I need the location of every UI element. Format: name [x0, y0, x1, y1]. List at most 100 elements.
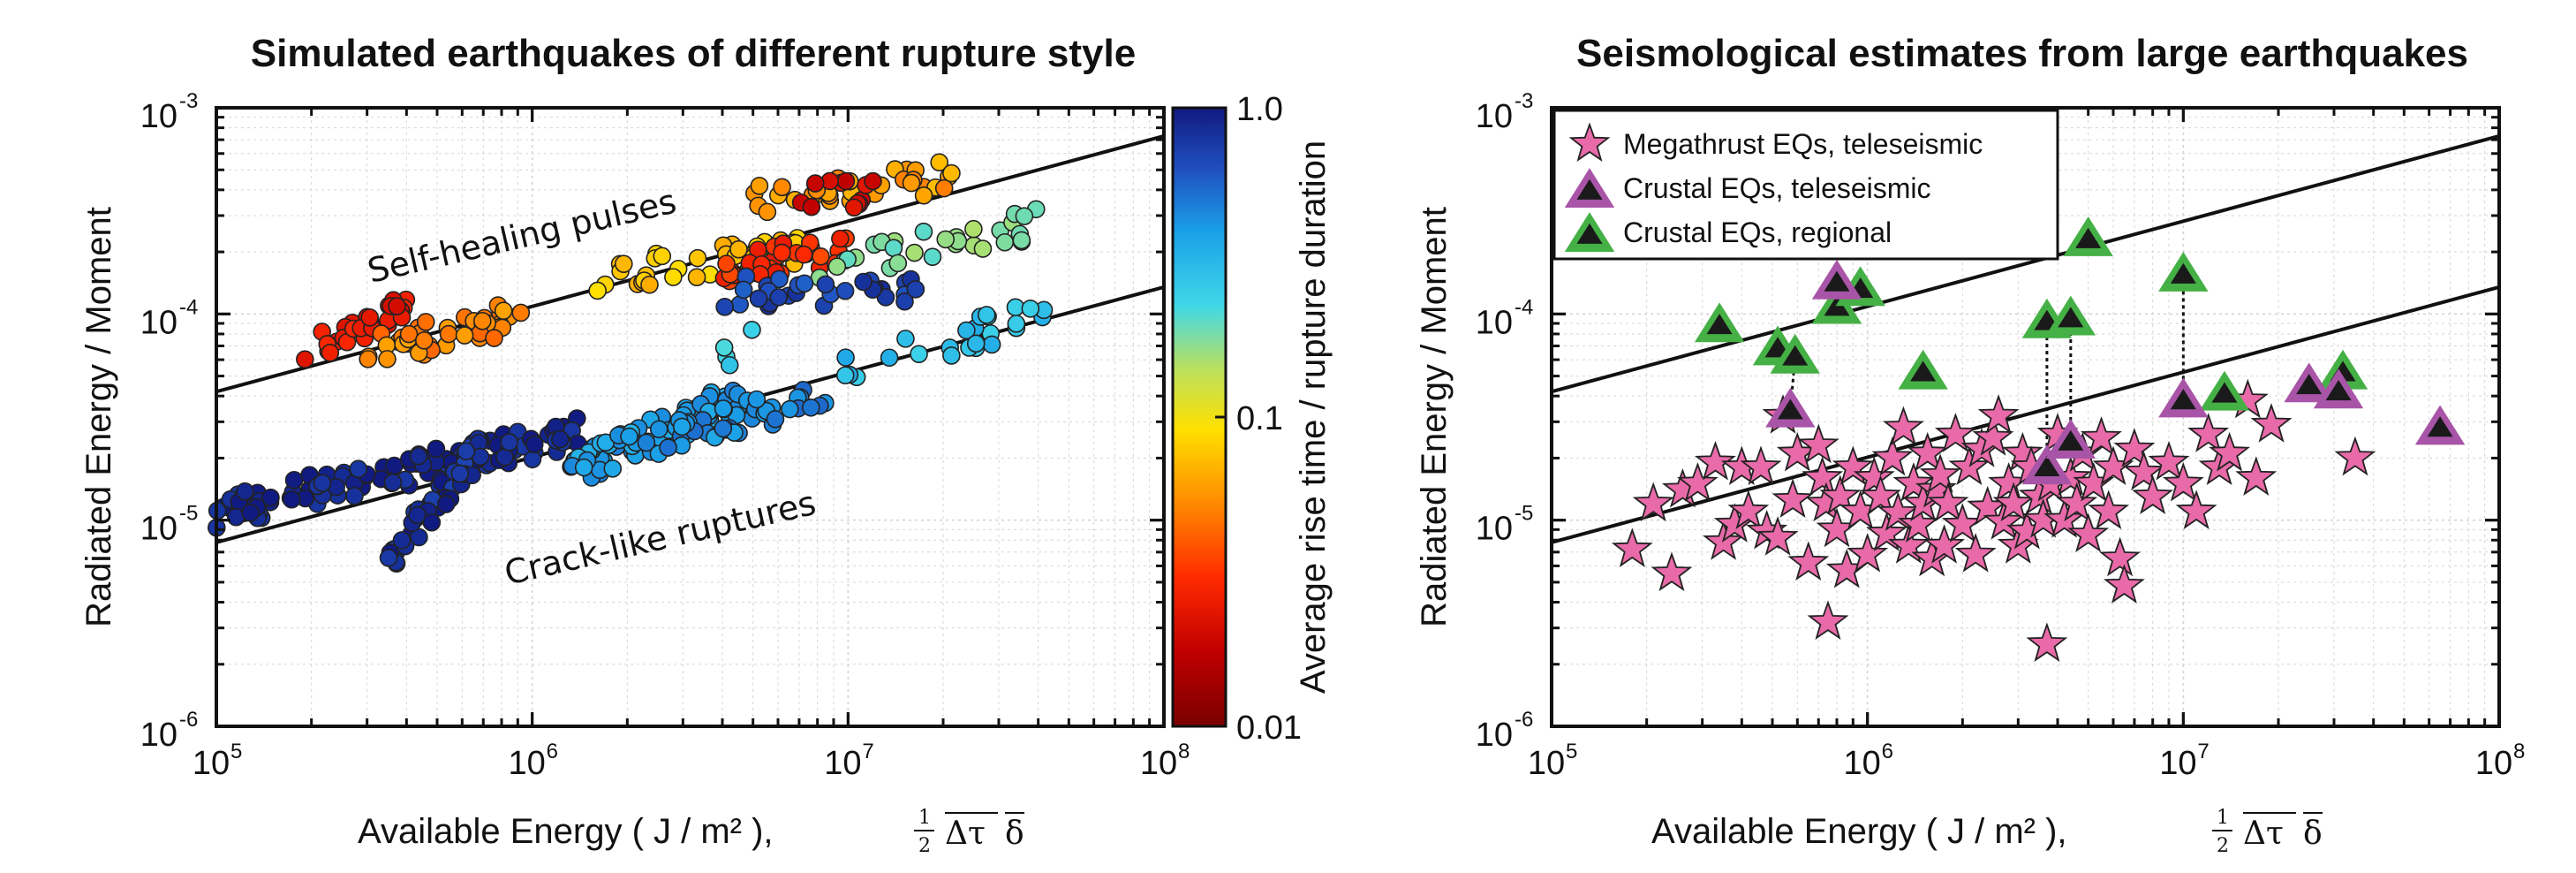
- chart1-y-tick-exponent: -5: [179, 502, 198, 526]
- simulation-point: [977, 306, 996, 324]
- chart1-y-tick-exponent: -6: [179, 708, 198, 732]
- simulation-point: [773, 243, 791, 262]
- megathrust-star: [1756, 516, 1799, 556]
- simulation-point: [457, 442, 476, 461]
- simulation-point: [494, 301, 513, 320]
- megathrust-star: [1923, 524, 1966, 564]
- megathrust-star: [2043, 498, 2086, 538]
- chart2-y-tick-label: 10: [1476, 98, 1513, 135]
- chart1-annotation-crack-like: Crack-like ruptures: [501, 483, 820, 593]
- simulation-point: [378, 350, 397, 368]
- megathrust-star: [1948, 445, 1991, 486]
- chart2-points: [1611, 216, 2466, 663]
- legend-box: [1552, 109, 2059, 261]
- simulation-point: [388, 297, 406, 315]
- simulation-point: [836, 348, 855, 367]
- chart2-x-tick-label: 10: [2475, 745, 2512, 782]
- chart1-x-tick-exponent: 7: [862, 740, 873, 763]
- chart1-y-tick-label: 10: [140, 304, 178, 341]
- chart1-y-axis-label: Radiated Energy / Moment: [79, 207, 118, 627]
- simulation-point: [995, 232, 1015, 252]
- crustal-teleseismic-triangle-inner: [2325, 380, 2352, 401]
- formula-half-numerator: 1: [2217, 807, 2229, 829]
- simulation-point: [450, 464, 470, 483]
- simulation-point: [472, 311, 492, 330]
- chart2-plot-frame: [1550, 106, 2501, 728]
- megathrust-star: [1771, 478, 1814, 519]
- megathrust-star: [1927, 482, 1969, 522]
- megathrust-star: [2334, 436, 2376, 476]
- formula-delta-tau: Δτ: [2243, 816, 2284, 852]
- megathrust-star: [1819, 474, 1862, 515]
- simulation-point: [574, 458, 593, 477]
- crustal-regional-triangle-inner: [2211, 382, 2238, 403]
- megathrust-star: [1727, 490, 1770, 529]
- legend-label: Megathrust EQs, teleseismic: [1623, 128, 1983, 160]
- simulation-point: [812, 247, 830, 266]
- megathrust-star: [1832, 445, 1874, 486]
- simulation-point: [743, 320, 761, 339]
- colorbar-label: Average rise time / rupture duration: [1294, 140, 1333, 694]
- crustal-regional-triangle-inner: [2075, 227, 2102, 248]
- simulation-point: [766, 409, 785, 429]
- simulation-point: [495, 448, 514, 467]
- simulation-point: [835, 281, 855, 300]
- simulation-point: [957, 321, 976, 340]
- simulation-point: [296, 350, 314, 368]
- simulation-point: [672, 417, 691, 436]
- simulation-point: [525, 435, 544, 454]
- simulation-point: [836, 171, 856, 191]
- simulation-point: [906, 280, 925, 299]
- chart1-x-tick-label: 10: [193, 745, 230, 782]
- crustal-teleseismic-triangle-inner: [2170, 389, 2196, 410]
- simulation-point: [936, 230, 956, 249]
- megathrust-star: [1992, 482, 2035, 522]
- colorbar-tick-label: 0.01: [1236, 710, 1302, 747]
- simulation-point: [888, 254, 908, 273]
- chart2-ticks: 10 5 10 6 10 7 10 810 -610 -510 -410 -3: [1476, 89, 2526, 782]
- simulation-point: [659, 438, 677, 457]
- megathrust-star: [1611, 528, 1653, 567]
- megathrust-star: [1651, 551, 1693, 592]
- crustal-regional-triangle-inner: [2170, 262, 2196, 284]
- chart1-y-tick-label: 10: [140, 717, 178, 754]
- simulation-point: [261, 488, 280, 507]
- simulation-point: [664, 268, 683, 286]
- simulation-point: [551, 429, 570, 449]
- chart2-x-tick-exponent: 8: [2513, 740, 2525, 763]
- megathrust-star: [1882, 406, 1924, 446]
- megathrust-star: [1797, 423, 1839, 464]
- simulation-point: [773, 178, 791, 197]
- crustal-regional-triangle-inner: [1782, 345, 1809, 366]
- simulation-point: [414, 331, 434, 350]
- simulation-point: [1006, 298, 1025, 317]
- chart1-x-tick-label: 10: [824, 745, 861, 782]
- chart1-ticks: 10 5 10 6 10 7 10 810 -610 -510 -410 -3: [140, 89, 1190, 782]
- chart2-x-tick-label: 10: [1844, 745, 1881, 782]
- megathrust-star: [1632, 482, 1674, 522]
- chart2-y-tick-exponent: -5: [1515, 502, 1533, 526]
- megathrust-star: [1694, 440, 1736, 481]
- simulation-point: [436, 495, 456, 513]
- megathrust-star: [2148, 440, 2190, 481]
- megathrust-star: [1740, 445, 1782, 486]
- chart1-x-tick-label: 10: [509, 745, 546, 782]
- megathrust-star: [2123, 451, 2165, 490]
- megathrust-star: [1887, 524, 1930, 564]
- simulation-point: [653, 247, 672, 266]
- chart1-x-tick-exponent: 8: [1178, 740, 1190, 763]
- chart2-x-tick-exponent: 5: [1566, 740, 1577, 763]
- megathrust-star: [2067, 512, 2110, 553]
- simulation-point: [923, 247, 942, 267]
- simulation-point: [1015, 207, 1034, 225]
- megathrust-star: [1865, 512, 1907, 551]
- megathrust-star: [1676, 461, 1719, 502]
- simulation-point: [896, 330, 915, 348]
- megathrust-star: [2103, 564, 2145, 604]
- simulation-point: [614, 254, 633, 274]
- colorbar-tick-label: 1.0: [1236, 91, 1283, 128]
- chart2-y-tick-exponent: -6: [1515, 708, 1533, 732]
- simulation-point: [973, 239, 993, 258]
- chart2-x-tick-label: 10: [2159, 745, 2196, 782]
